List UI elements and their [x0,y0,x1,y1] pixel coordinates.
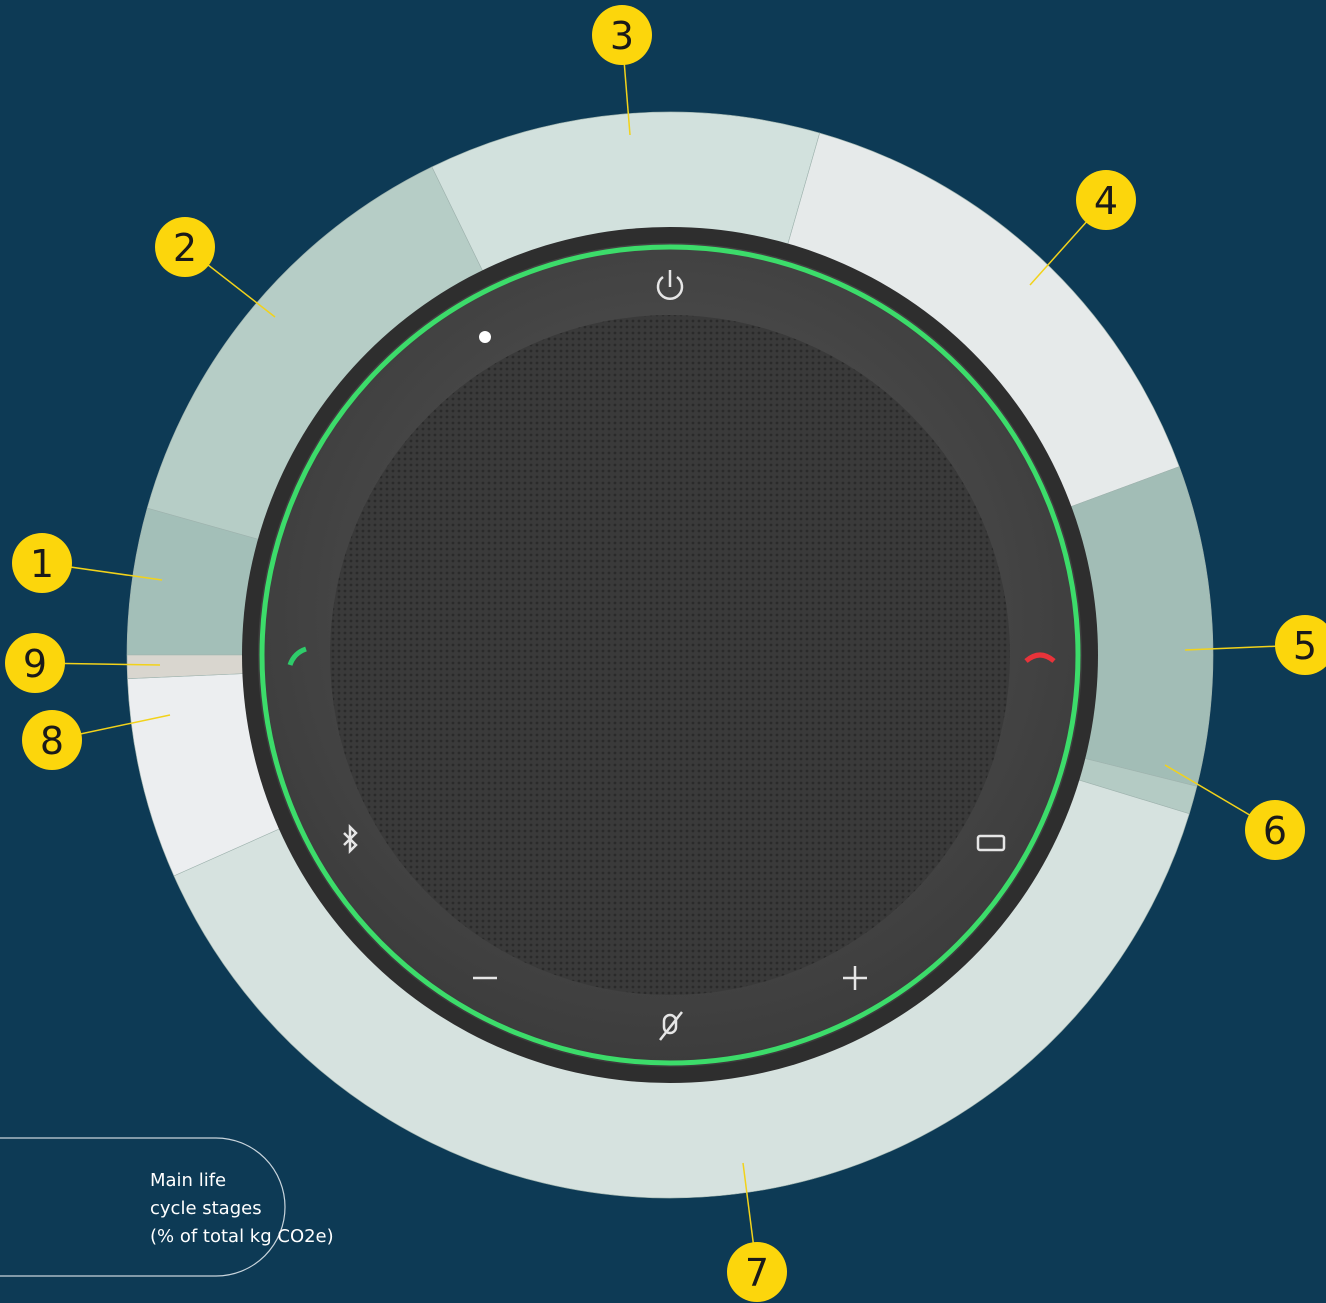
mic-icon [659,1011,683,1041]
legend-line: cycle stages [150,1198,262,1219]
callout-badge [1076,170,1136,230]
battery-icon [976,834,1006,852]
callout-number: 8 [40,719,64,763]
speakerphone [242,227,1098,1083]
callout-badge [592,5,652,65]
callout-badge [12,533,72,593]
callout-number: 5 [1293,624,1317,668]
callout-badge [155,217,215,277]
callout-number: 2 [173,226,197,270]
legend-box: Main life cycle stages (% of total kg CO… [0,1137,334,1277]
led-ring [259,244,1081,1066]
callout-badge [1245,800,1305,860]
callout-number: 1 [30,542,54,586]
callout-badge [22,710,82,770]
callout-badge [727,1242,787,1302]
callout-number: 3 [610,14,634,58]
callout-number: 9 [23,642,47,686]
answer-icon [287,646,307,666]
legend-line: (% of total kg CO2e) [150,1226,334,1247]
callout-number: 7 [745,1251,769,1295]
hangup-icon [1024,652,1056,663]
status-dot [479,331,491,343]
bluetooth-icon [343,823,358,855]
mic-icon [662,1013,678,1035]
legend-line: Main life [150,1170,226,1191]
legend-outline [0,1137,286,1277]
callout-badge [1275,615,1326,675]
callout-number: 6 [1263,809,1287,853]
callout-badge [5,633,65,693]
icons [343,270,1006,1041]
callouts: 1 2 3 4 5 6 7 8 9 [5,5,1326,1302]
power-icon [656,275,684,300]
callout-number: 4 [1094,179,1118,223]
speaker-grille [330,315,1010,995]
